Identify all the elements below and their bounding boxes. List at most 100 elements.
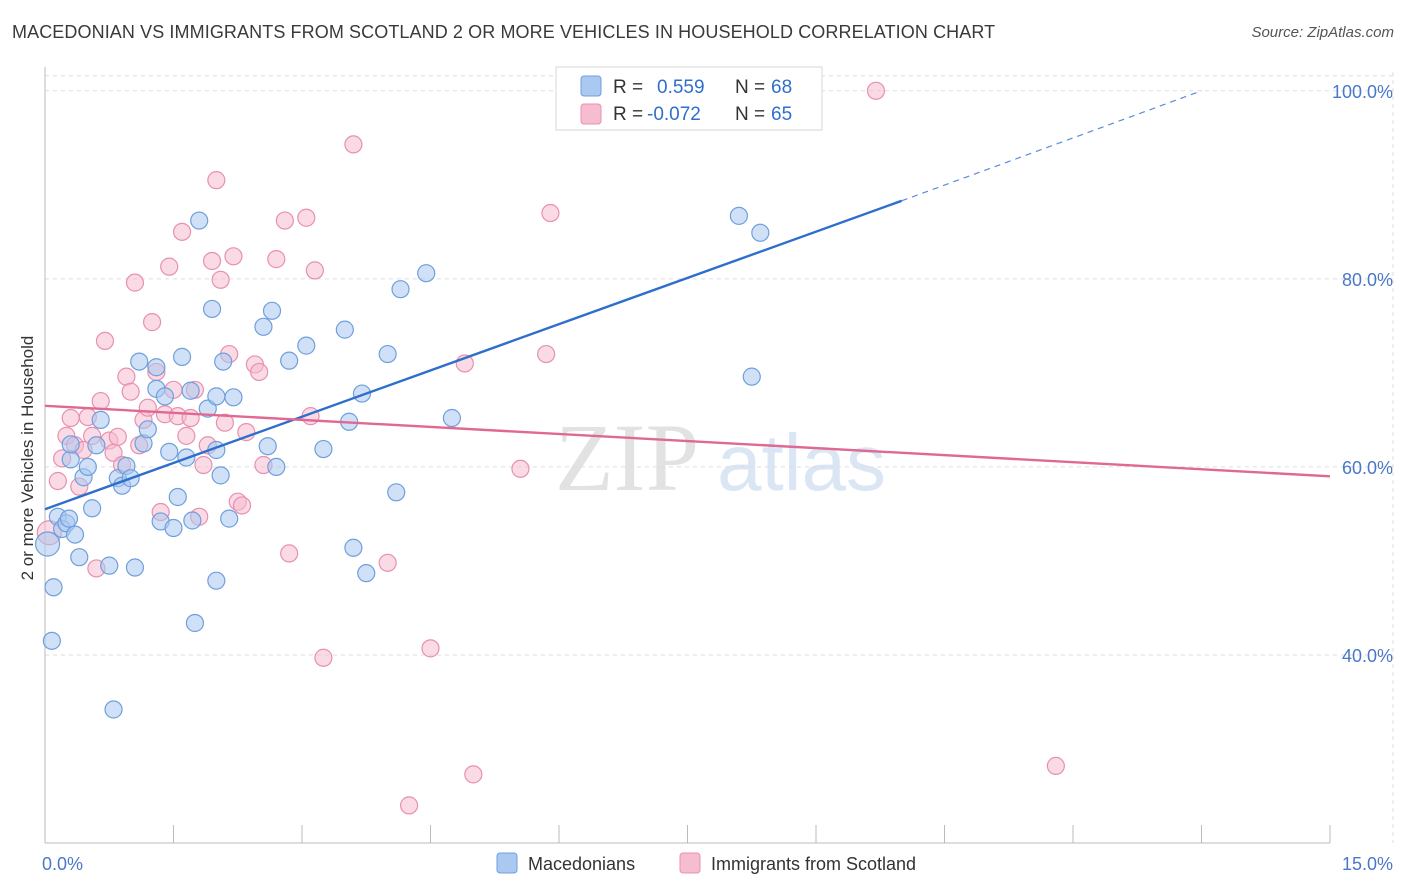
- point-blue-30: [164, 518, 183, 538]
- point-blue-58: [357, 564, 376, 583]
- point-pink-38: [207, 171, 226, 190]
- point-blue-63: [442, 408, 462, 428]
- point-pink-15: [108, 427, 127, 446]
- point-blue-32: [172, 347, 192, 366]
- point-pink-66: [1046, 756, 1065, 776]
- point-pink-52: [297, 208, 316, 227]
- legend-r-label-blue: R =: [613, 77, 643, 98]
- point-pink-1: [48, 471, 67, 491]
- trend-lines: [44, 90, 1331, 511]
- point-pink-35: [194, 455, 213, 475]
- point-blue-39: [202, 299, 222, 319]
- point-blue-45: [220, 509, 239, 528]
- point-pink-56: [344, 135, 363, 154]
- trend-line-pink: [44, 404, 1331, 478]
- watermark: ZIP atlas: [555, 404, 886, 511]
- point-pink-54: [305, 261, 324, 280]
- point-blue-50: [267, 457, 286, 477]
- bottom-legend-label-immigrants-from-scotland: Immigrants from Scotland: [711, 854, 916, 874]
- legend-swatch-pink: [580, 103, 602, 125]
- legend-r-label-pink: R =: [613, 104, 643, 125]
- bottom-legend-label-macedonians: Macedonians: [528, 854, 635, 874]
- point-blue-22: [130, 352, 149, 371]
- series-immigrants-from-scotland: [36, 81, 1065, 815]
- point-pink-50: [275, 211, 294, 230]
- point-pink-27: [160, 257, 179, 276]
- point-blue-56: [344, 538, 363, 557]
- point-pink-4: [61, 408, 80, 428]
- point-blue-1: [42, 631, 61, 650]
- legend-n-label-blue: N =: [735, 77, 765, 98]
- point-blue-61: [391, 280, 410, 299]
- x-tick-label-min: 0.0%: [42, 854, 83, 874]
- legend-r-value-blue: 0.559: [657, 77, 705, 98]
- y-tick-label-80: 80.0%: [1342, 270, 1393, 290]
- point-blue-42: [207, 571, 226, 590]
- trend-line-blue-extension: [901, 90, 1202, 202]
- legend-swatch-blue: [580, 75, 602, 97]
- y-tick-label-100: 100.0%: [1332, 82, 1393, 102]
- y-axis-label: 2 or more Vehicles in Household: [18, 336, 37, 581]
- bottom-legend-swatch-blue: [496, 852, 518, 874]
- point-blue-29: [160, 442, 179, 461]
- point-pink-23: [142, 313, 162, 332]
- point-pink-47: [250, 362, 269, 382]
- chart-title: MACEDONIAN VS IMMIGRANTS FROM SCOTLAND 2…: [12, 22, 996, 42]
- point-pink-12: [95, 331, 115, 351]
- point-blue-40: [207, 387, 226, 406]
- trend-line-blue: [44, 199, 903, 511]
- watermark-zip: ZIP: [555, 404, 699, 511]
- point-pink-30: [172, 222, 192, 241]
- point-pink-32: [181, 408, 200, 428]
- point-blue-44: [214, 352, 233, 371]
- point-blue-16: [104, 700, 123, 719]
- point-blue-13: [87, 436, 106, 455]
- legend-n-label-pink: N =: [735, 104, 765, 125]
- point-blue-34: [181, 381, 200, 400]
- point-pink-11: [91, 391, 110, 411]
- point-pink-22: [138, 398, 157, 417]
- point-pink-61: [464, 765, 483, 784]
- point-blue-36: [185, 613, 205, 633]
- point-blue-66: [751, 223, 770, 242]
- point-pink-44: [232, 496, 252, 515]
- series-macedonians: [34, 206, 770, 719]
- point-blue-37: [190, 211, 209, 230]
- point-blue-62: [417, 264, 436, 283]
- legend-n-value-pink: 65: [771, 104, 792, 125]
- point-blue-0: [34, 531, 61, 557]
- watermark-atlas: atlas: [717, 418, 886, 507]
- point-blue-53: [314, 439, 333, 459]
- legend-r-value-pink: -0.072: [647, 104, 701, 125]
- point-blue-2: [44, 578, 63, 597]
- point-blue-14: [91, 410, 110, 429]
- point-blue-54: [335, 320, 354, 339]
- point-blue-47: [254, 317, 273, 336]
- point-blue-46: [224, 388, 243, 407]
- point-blue-26: [147, 358, 166, 377]
- point-pink-17: [117, 367, 136, 386]
- bottom-legend-swatch-pink: [679, 852, 701, 874]
- y-tick-label-60: 60.0%: [1342, 458, 1393, 478]
- point-blue-43: [211, 466, 230, 485]
- point-blue-8: [65, 525, 85, 544]
- point-blue-12: [83, 499, 102, 518]
- point-blue-64: [729, 206, 749, 225]
- point-blue-31: [168, 487, 187, 507]
- point-blue-21: [125, 558, 145, 577]
- point-blue-11: [78, 457, 97, 477]
- point-pink-51: [280, 544, 299, 563]
- point-blue-52: [297, 336, 316, 355]
- point-pink-57: [378, 553, 397, 572]
- point-blue-9: [70, 548, 89, 567]
- point-pink-65: [866, 81, 886, 100]
- point-blue-59: [378, 344, 397, 364]
- point-pink-62: [511, 459, 530, 478]
- point-pink-49: [267, 250, 286, 269]
- point-blue-15: [100, 556, 119, 575]
- series-legend: Macedonians Immigrants from Scotland: [496, 852, 916, 874]
- point-blue-60: [387, 483, 406, 502]
- chart-source: Source: ZipAtlas.com: [1251, 24, 1394, 41]
- point-blue-51: [280, 351, 299, 370]
- point-pink-59: [421, 639, 440, 658]
